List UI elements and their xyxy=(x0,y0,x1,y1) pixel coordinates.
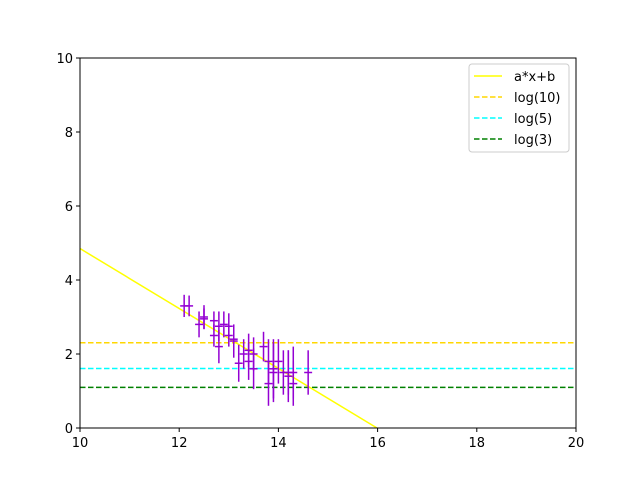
x-tick-label-5: 20 xyxy=(568,436,585,451)
data-point-8 xyxy=(214,329,223,364)
y-tick-label-3: 6 xyxy=(65,200,73,215)
data-point-31 xyxy=(304,350,313,395)
x-tick-label-1: 12 xyxy=(171,436,188,451)
data-point-19 xyxy=(249,337,258,371)
legend: a*x+b log(10) log(5) log(3) xyxy=(468,63,570,153)
legend-label-2: log(5) xyxy=(514,112,552,127)
plot-frame xyxy=(79,57,577,429)
data-point-1 xyxy=(185,295,194,317)
x-tick-label-3: 16 xyxy=(369,436,386,451)
data-point-14 xyxy=(234,344,243,382)
y-tick-label-1: 2 xyxy=(65,348,73,363)
data-point-17 xyxy=(244,342,253,380)
data-point-24 xyxy=(269,342,278,403)
y-tick-label-0: 0 xyxy=(65,422,73,437)
x-tick-label-4: 18 xyxy=(469,436,486,451)
data-point-30 xyxy=(289,361,298,406)
y-tick-label-5: 10 xyxy=(56,52,73,67)
data-point-13 xyxy=(229,324,238,358)
legend-label-0: a*x+b xyxy=(514,70,555,85)
data-point-11 xyxy=(224,313,233,340)
legend-label-1: log(10) xyxy=(514,91,561,106)
data-point-22 xyxy=(264,361,273,406)
data-point-15 xyxy=(239,339,248,369)
data-point-4 xyxy=(200,308,208,330)
legend-box xyxy=(468,63,570,153)
y-tick-label-4: 8 xyxy=(65,126,73,141)
x-tick-label-2: 14 xyxy=(270,436,287,451)
reference-lines xyxy=(80,342,576,389)
data-point-25 xyxy=(274,339,283,384)
x-tick-label-0: 10 xyxy=(72,436,89,451)
data-point-9 xyxy=(219,311,228,338)
data-point-6 xyxy=(209,324,218,347)
legend-label-3: log(3) xyxy=(514,133,552,148)
y-tick-label-2: 4 xyxy=(65,274,73,289)
axis-ticks: 10 12 14 16 18 20 0 2 4 6 8 10 xyxy=(56,52,584,451)
data-point-20 xyxy=(259,331,268,362)
data-point-2 xyxy=(195,311,204,338)
errorbar-points xyxy=(180,294,313,406)
